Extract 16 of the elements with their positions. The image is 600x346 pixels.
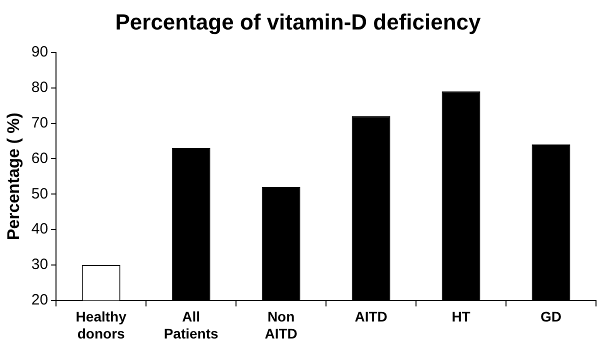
x-tick-label: Non AITD [264,308,298,342]
x-tick-label: All Patients [164,308,219,342]
y-tick-label: 70 [31,114,48,132]
y-axis-title: Percentage ( %) [4,112,23,240]
y-tick-label: 80 [31,78,48,96]
x-tick-label: GD [540,308,562,325]
chart-title: Percentage of vitamin-D deficiency [115,9,482,34]
x-tick-label: Healthy donors [76,308,127,342]
y-tick-label: 50 [31,185,48,202]
y-tick-label: 40 [31,220,48,238]
y-tick-label: 20 [31,292,48,309]
y-tick-label: 30 [31,256,48,274]
x-tick-label: AITD [354,308,388,325]
y-tick-label: 60 [31,150,48,167]
x-tick-label: HT [452,308,471,325]
y-tick-label: 90 [31,44,48,61]
